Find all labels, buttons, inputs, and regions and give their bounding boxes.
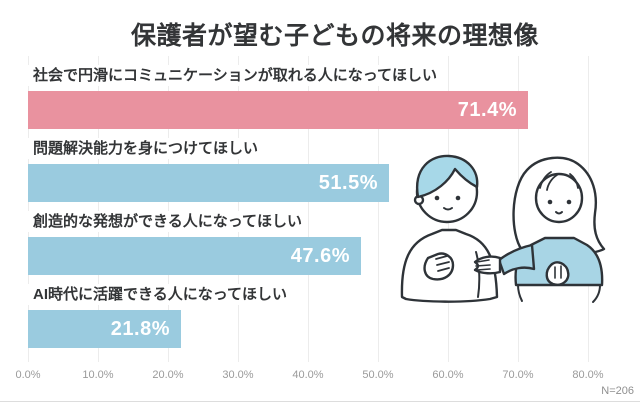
- bar-group: 社会で円滑にコミュニケーションが取れる人になってほしい 71.4%: [28, 65, 528, 129]
- bar-value-label: 47.6%: [290, 244, 350, 267]
- bar: 51.5%: [28, 164, 389, 202]
- gridline: [238, 56, 239, 362]
- bar-category-label: 創造的な発想ができる人になってほしい: [28, 211, 306, 232]
- bar-value-label: 51.5%: [318, 171, 378, 194]
- bar-value-label: 21.8%: [110, 317, 170, 340]
- bar: 21.8%: [28, 310, 181, 348]
- axis-tick-label: 0.0%: [15, 369, 41, 381]
- gridline: [98, 56, 99, 362]
- axis-tick-label: 30.0%: [222, 369, 254, 381]
- axis-tick-label: 50.0%: [362, 369, 394, 381]
- bottom-divider: [0, 401, 640, 402]
- bar-group: 問題解決能力を身につけてほしい 51.5%: [28, 138, 389, 202]
- chart-title: 保護者が望む子どもの将来の理想像: [130, 22, 539, 50]
- sample-size-note: N=206: [601, 385, 634, 397]
- gridline: [168, 56, 169, 362]
- bar-category-label: 社会で円滑にコミュニケーションが取れる人になってほしい: [28, 65, 441, 86]
- gridline: [28, 56, 29, 362]
- axis-tick-label: 10.0%: [82, 369, 114, 381]
- bar: 71.4%: [28, 91, 528, 129]
- gridline: [308, 56, 309, 362]
- axis-tick-label: 40.0%: [292, 369, 324, 381]
- bar: 47.6%: [28, 237, 361, 275]
- person-girl: [473, 156, 606, 303]
- axis-tick-label: 60.0%: [432, 369, 464, 381]
- bar-group: AI時代に活躍できる人になってほしい 21.8%: [28, 284, 291, 348]
- axis-tick-label: 70.0%: [502, 369, 534, 381]
- bar-value-label: 71.4%: [457, 98, 517, 121]
- bar-group: 創造的な発想ができる人になってほしい 47.6%: [28, 211, 361, 275]
- gridline: [378, 56, 379, 362]
- two-people-talking-illustration: [400, 154, 606, 303]
- bar-category-label: AI時代に活躍できる人になってほしい: [28, 284, 291, 305]
- axis-tick-label: 80.0%: [572, 369, 604, 381]
- axis-tick-label: 20.0%: [152, 369, 184, 381]
- person-boy: [400, 154, 499, 303]
- bar-category-label: 問題解決能力を身につけてほしい: [28, 138, 263, 159]
